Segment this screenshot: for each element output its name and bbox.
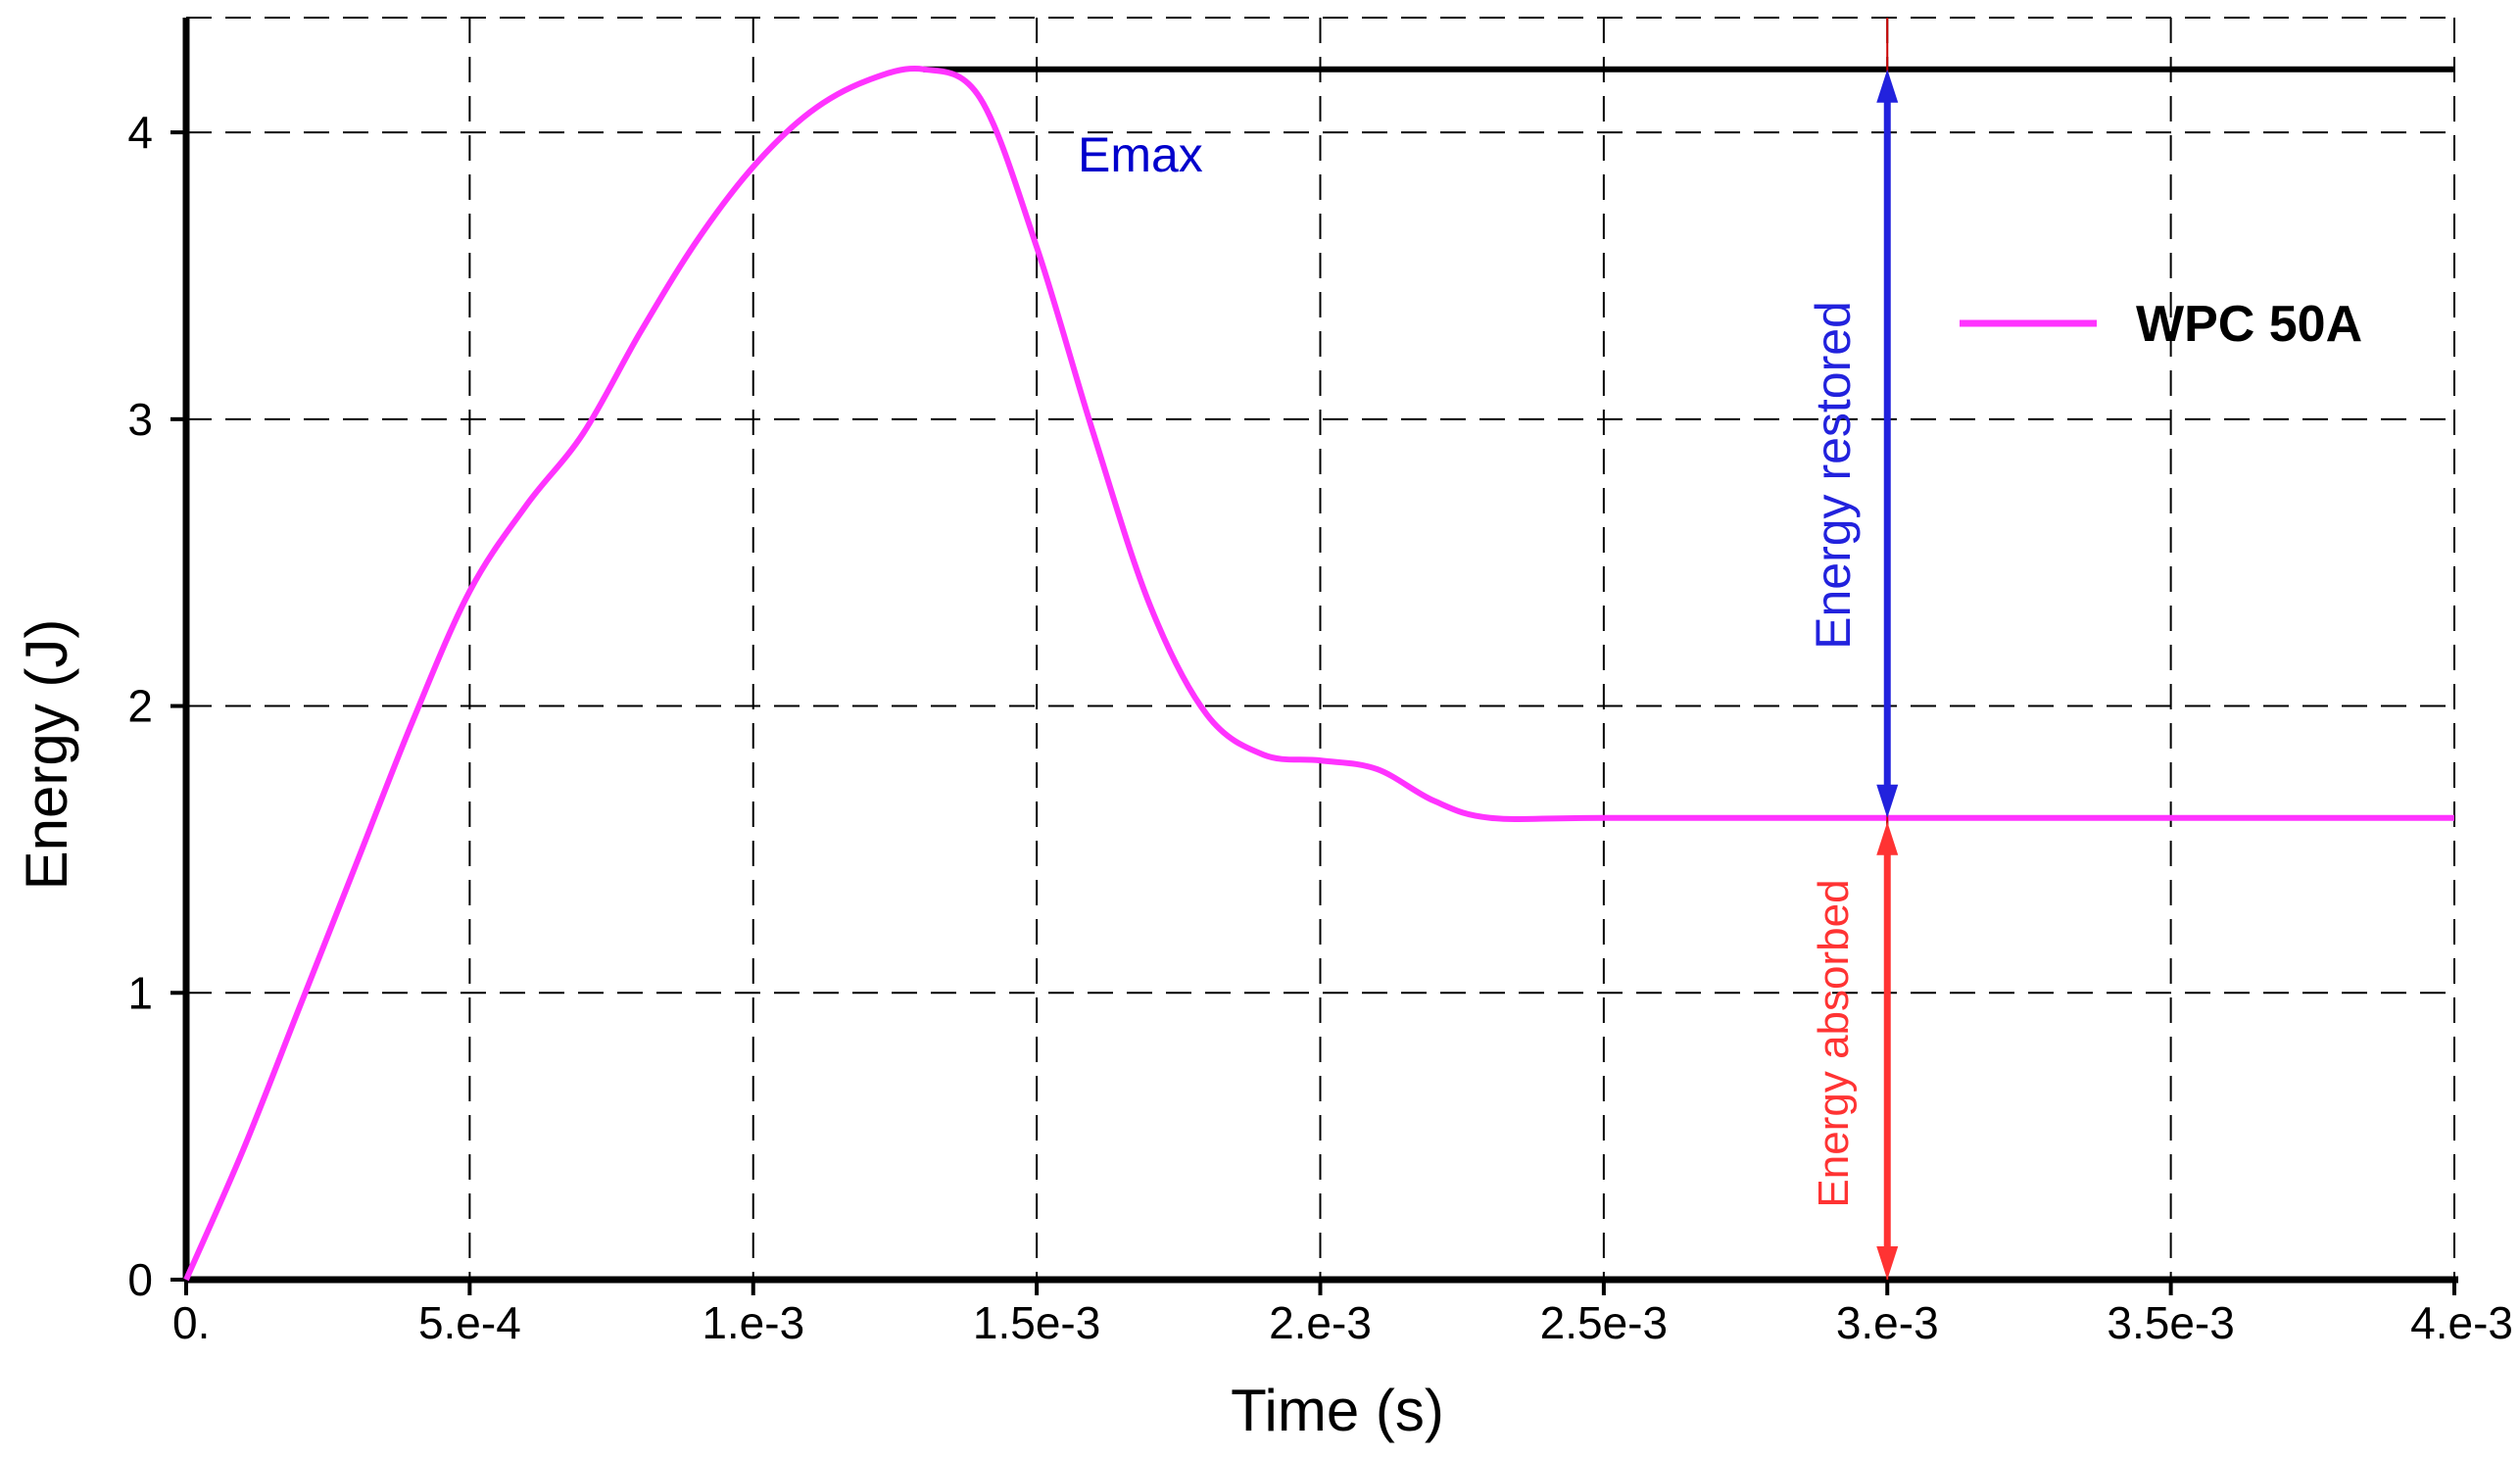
restored-arrow-head-bottom bbox=[1876, 784, 1899, 818]
legend-label: WPC 50A bbox=[2136, 296, 2362, 353]
x-tick-label: 2.e-3 bbox=[1269, 1297, 1372, 1348]
y-tick-label: 0 bbox=[127, 1254, 153, 1305]
emax-label: Emax bbox=[1078, 127, 1203, 182]
series-layer bbox=[183, 66, 2454, 1282]
x-tick-label: 2.5e-3 bbox=[1540, 1297, 1668, 1348]
energy-restored-label: Energy restored bbox=[1806, 301, 1861, 650]
x-tick-label: 4.e-3 bbox=[2410, 1297, 2513, 1348]
energy-arrows bbox=[1876, 18, 1899, 1280]
tick-labels: 0. 5.e-4 1.e-3 1.5e-3 2.e-3 2.5e-3 3.e-3 3.5e-3… bbox=[127, 107, 2513, 1348]
x-tick-label: 3.5e-3 bbox=[2107, 1297, 2234, 1348]
x-tick-label: 1.5e-3 bbox=[973, 1297, 1100, 1348]
absorbed-arrow-head-top bbox=[1876, 821, 1899, 855]
y-tick-label: 2 bbox=[127, 681, 153, 732]
x-tick-label: 0. bbox=[172, 1297, 210, 1348]
y-tick-label: 4 bbox=[127, 107, 153, 158]
absorbed-arrow-head-bottom bbox=[1876, 1246, 1899, 1280]
series-line-wpc-50a bbox=[183, 66, 2454, 1282]
grid-lines bbox=[186, 17, 2455, 1280]
x-tick-label: 1.e-3 bbox=[702, 1297, 804, 1348]
restored-arrow-head-top bbox=[1876, 69, 1899, 103]
x-tick-label: 5.e-4 bbox=[418, 1297, 521, 1348]
x-tick-label: 3.e-3 bbox=[1836, 1297, 1939, 1348]
energy-absorbed-label: Energy absorbed bbox=[1810, 879, 1858, 1207]
y-tick-label: 1 bbox=[127, 967, 153, 1018]
axes bbox=[182, 18, 2458, 1284]
y-tick-label: 3 bbox=[127, 394, 153, 445]
y-axis-title: Energy (J) bbox=[14, 619, 79, 891]
x-axis-title: Time (s) bbox=[1231, 1378, 1444, 1443]
